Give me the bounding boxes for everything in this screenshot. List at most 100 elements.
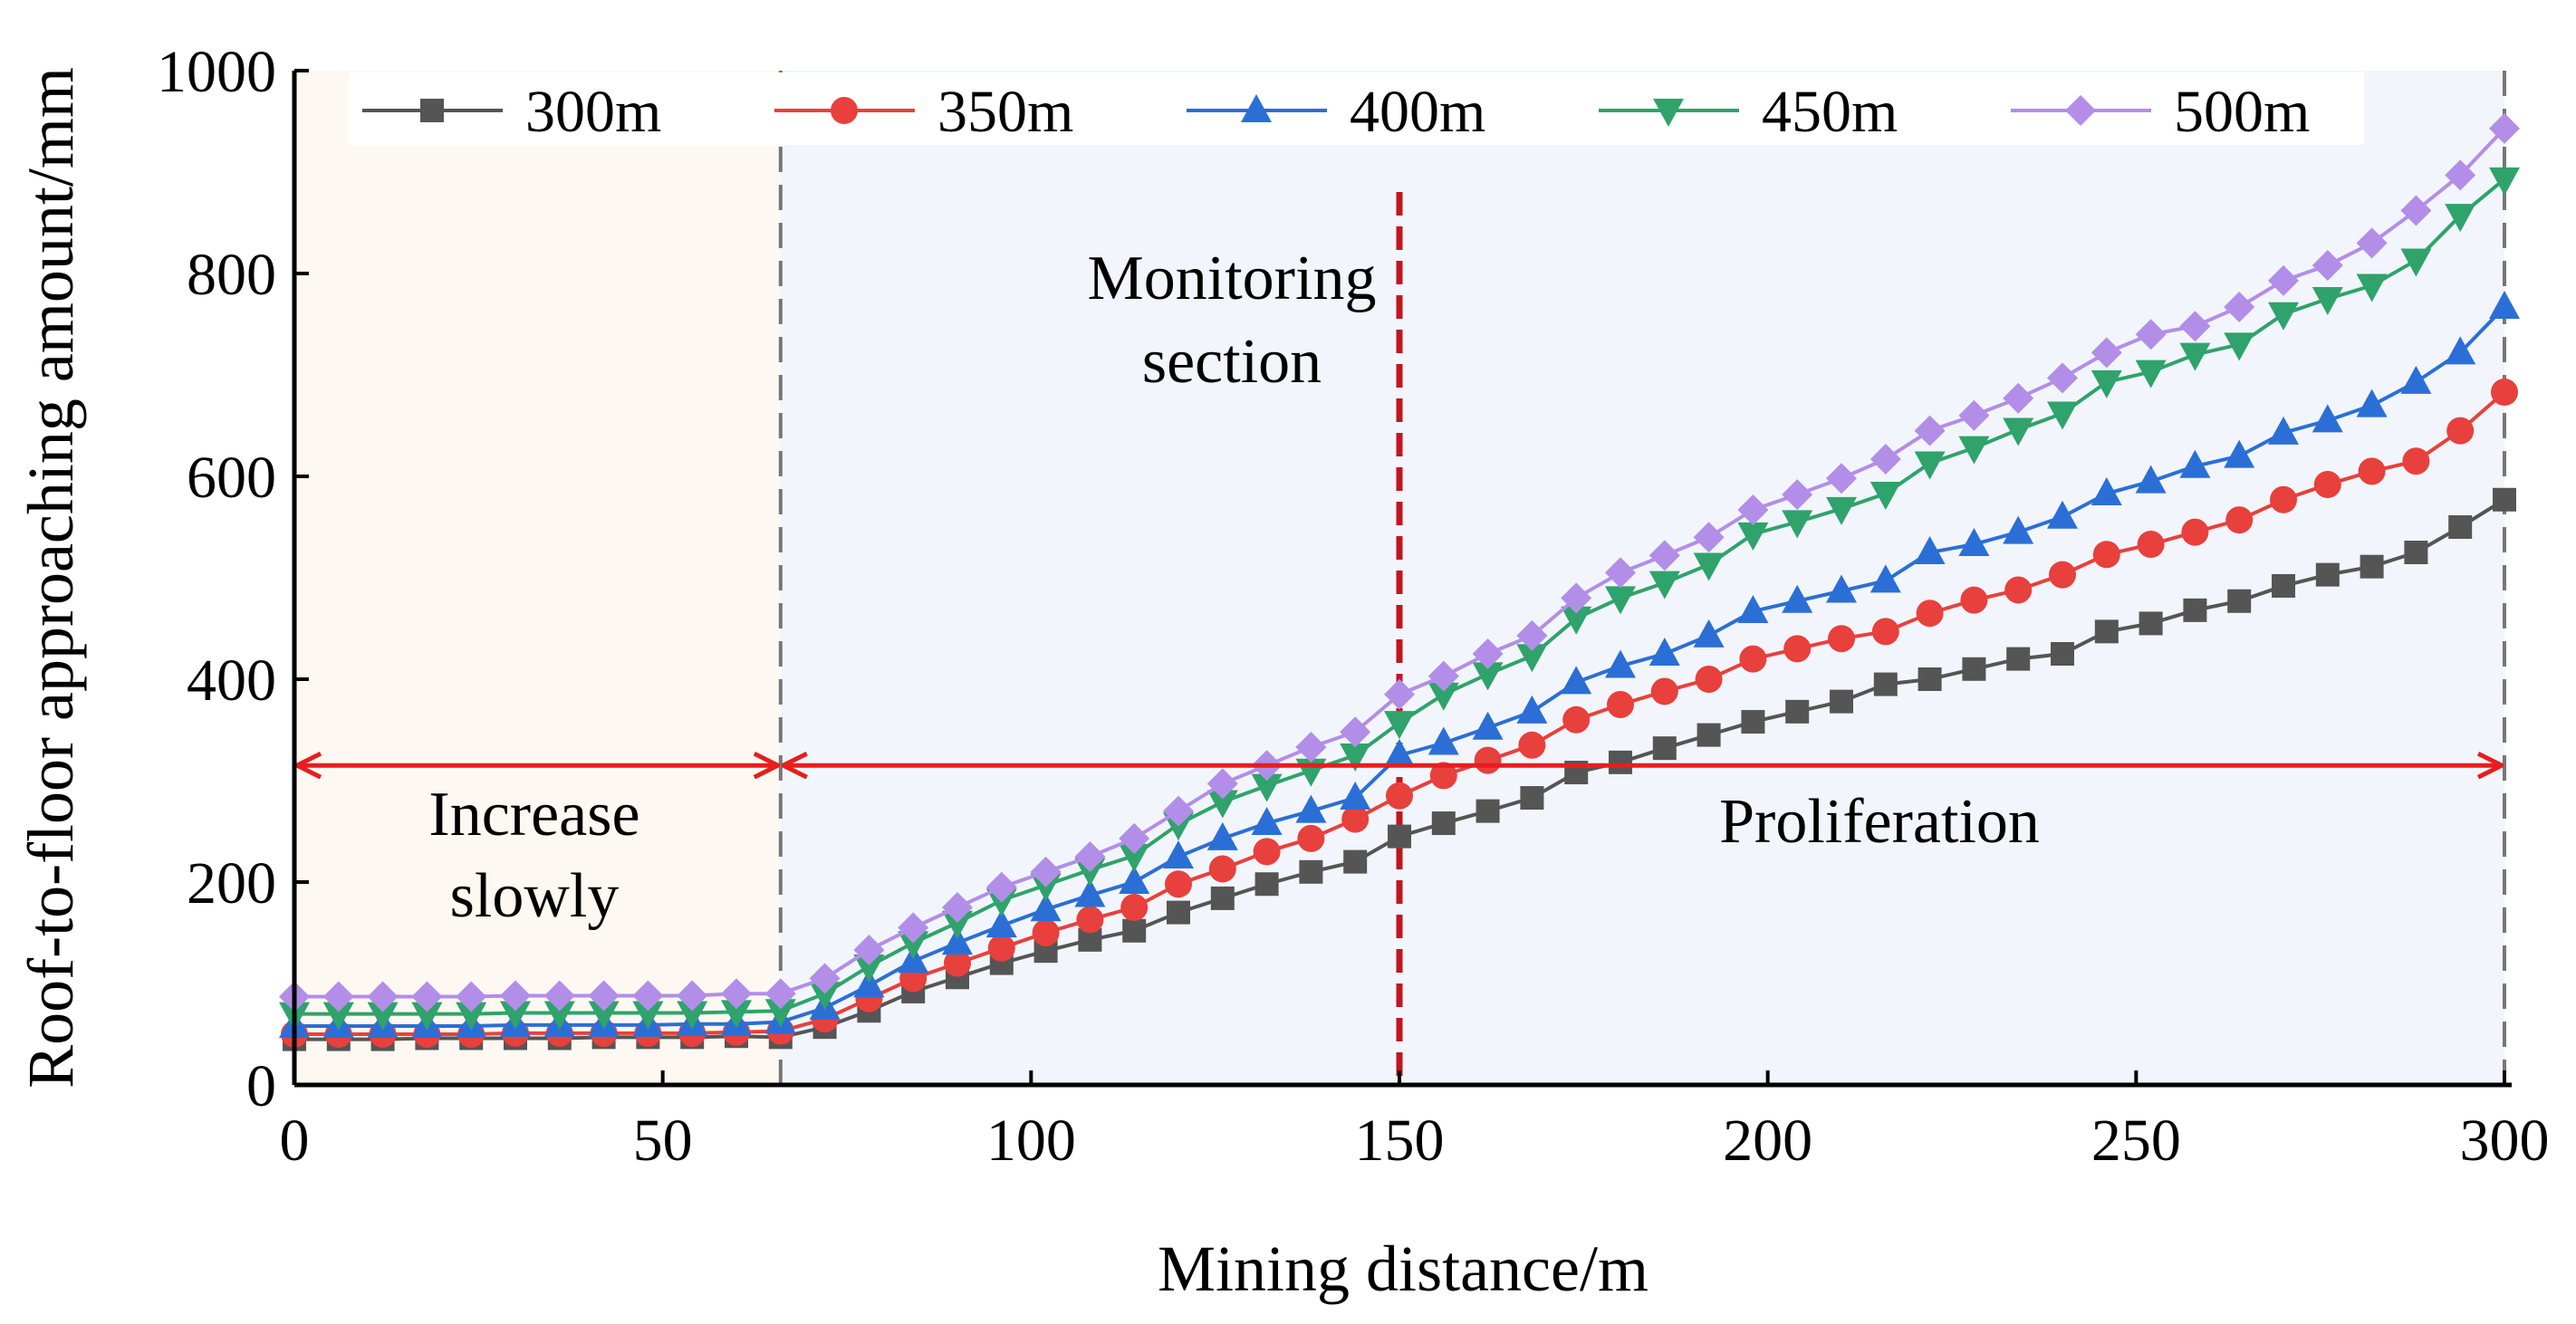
point-400m-258 (2179, 449, 2211, 478)
point-400m-264 (2224, 439, 2255, 468)
point-350m-144 (1341, 805, 1370, 833)
point-350m-228 (1960, 586, 1988, 614)
point-500m-36 (543, 980, 575, 1012)
point-500m-300 (2489, 112, 2520, 144)
point-450m-210 (1826, 496, 1857, 525)
point-400m-228 (1958, 528, 1990, 557)
point-450m-150 (1384, 711, 1415, 740)
point-350m-216 (1871, 618, 1899, 646)
point-450m-186 (1648, 571, 1680, 600)
point-500m-90 (942, 892, 973, 923)
point-500m-30 (500, 980, 531, 1012)
point-450m-30 (500, 1001, 531, 1030)
point-450m-126 (1206, 790, 1238, 819)
legend-item-350m: 350m (774, 79, 1073, 145)
point-500m-42 (588, 980, 620, 1012)
point-350m-234 (2004, 576, 2033, 604)
annotations: Increase slowly Proliferation Monitoring… (428, 244, 2039, 931)
series-450m (279, 167, 2520, 1031)
point-500m-216 (1870, 443, 1901, 475)
x-tick-label-200: 200 (1723, 1108, 1812, 1174)
point-350m-222 (1916, 600, 1944, 628)
point-500m-18 (411, 981, 443, 1012)
point-450m-108 (1074, 858, 1106, 887)
point-400m-168 (1516, 695, 1548, 724)
point-500m-78 (853, 935, 885, 966)
point-450m-300 (2489, 167, 2520, 196)
point-300m-168 (1520, 786, 1544, 811)
series-layer (279, 112, 2520, 1051)
x-tick-label-100: 100 (986, 1108, 1076, 1174)
point-500m-12 (367, 981, 399, 1012)
point-300m-138 (1299, 859, 1323, 884)
legend-label-450m: 450m (1762, 79, 1898, 145)
point-350m-246 (2092, 541, 2120, 569)
point-350m-198 (1739, 645, 1767, 673)
point-500m-252 (2135, 319, 2167, 350)
point-450m-288 (2400, 248, 2432, 277)
point-450m-282 (2356, 273, 2388, 302)
vertical-guide-lines (778, 71, 2506, 1085)
point-400m-108 (1074, 878, 1106, 907)
x-tick-label-0: 0 (280, 1108, 310, 1174)
point-450m-204 (1782, 510, 1813, 539)
point-500m-156 (1427, 660, 1459, 692)
point-400m-174 (1561, 666, 1592, 695)
point-350m-90 (944, 949, 971, 977)
point-500m-294 (2445, 159, 2476, 191)
point-450m-54 (677, 1001, 708, 1030)
point-500m-162 (1472, 638, 1504, 669)
point-500m-108 (1074, 841, 1106, 872)
point-500m-60 (721, 978, 752, 1010)
point-300m-264 (2227, 589, 2252, 613)
point-500m-270 (2268, 264, 2299, 296)
region-proliferation (780, 71, 2504, 1085)
point-450m-12 (367, 1002, 399, 1031)
point-350m-138 (1297, 824, 1325, 852)
point-450m-174 (1561, 606, 1592, 635)
annotation-monitoring-line2: section (1142, 327, 1322, 397)
point-300m-258 (2183, 598, 2207, 622)
point-450m-132 (1251, 773, 1283, 802)
point-500m-192 (1693, 522, 1725, 553)
point-300m-282 (2360, 554, 2384, 579)
point-450m-84 (898, 931, 929, 960)
annotation-monitoring-line1: Monitoring (1088, 244, 1377, 313)
point-300m-162 (1475, 799, 1500, 823)
point-500m-84 (898, 912, 929, 944)
legend-item-500m: 500m (2011, 79, 2310, 145)
point-500m-246 (2091, 337, 2122, 369)
point-350m-264 (2225, 506, 2254, 534)
point-350m-210 (1828, 625, 1855, 653)
point-350m-294 (2446, 417, 2475, 445)
legend-item-450m: 450m (1599, 79, 1898, 145)
point-500m-168 (1516, 619, 1548, 651)
point-300m-288 (2404, 541, 2428, 564)
series-500m (279, 112, 2520, 1012)
point-500m-240 (2047, 362, 2078, 394)
point-450m-36 (543, 1001, 575, 1030)
y-tick-label-600: 600 (187, 445, 276, 511)
point-350m-204 (1783, 635, 1812, 663)
region-increase-slowly (294, 71, 781, 1085)
point-350m-270 (2270, 485, 2297, 513)
point-500m-72 (809, 963, 841, 994)
point-500m-288 (2400, 195, 2432, 226)
point-400m-156 (1427, 726, 1459, 755)
point-300m-186 (1652, 736, 1677, 761)
legend-marker-450m (1653, 99, 1684, 127)
point-400m-192 (1693, 619, 1725, 648)
point-400m-180 (1605, 649, 1636, 678)
point-350m-162 (1474, 746, 1502, 774)
point-500m-96 (985, 871, 1017, 903)
y-tick-label-1000: 1000 (157, 39, 276, 105)
point-500m-210 (1826, 463, 1857, 494)
point-450m-90 (942, 910, 973, 939)
point-300m-192 (1697, 723, 1721, 747)
point-500m-222 (1914, 415, 1946, 446)
y-tick-label-200: 200 (187, 850, 276, 916)
point-400m-252 (2135, 465, 2167, 494)
point-450m-228 (1958, 436, 1990, 465)
point-300m-246 (2094, 619, 2119, 644)
point-450m-18 (411, 1002, 443, 1031)
